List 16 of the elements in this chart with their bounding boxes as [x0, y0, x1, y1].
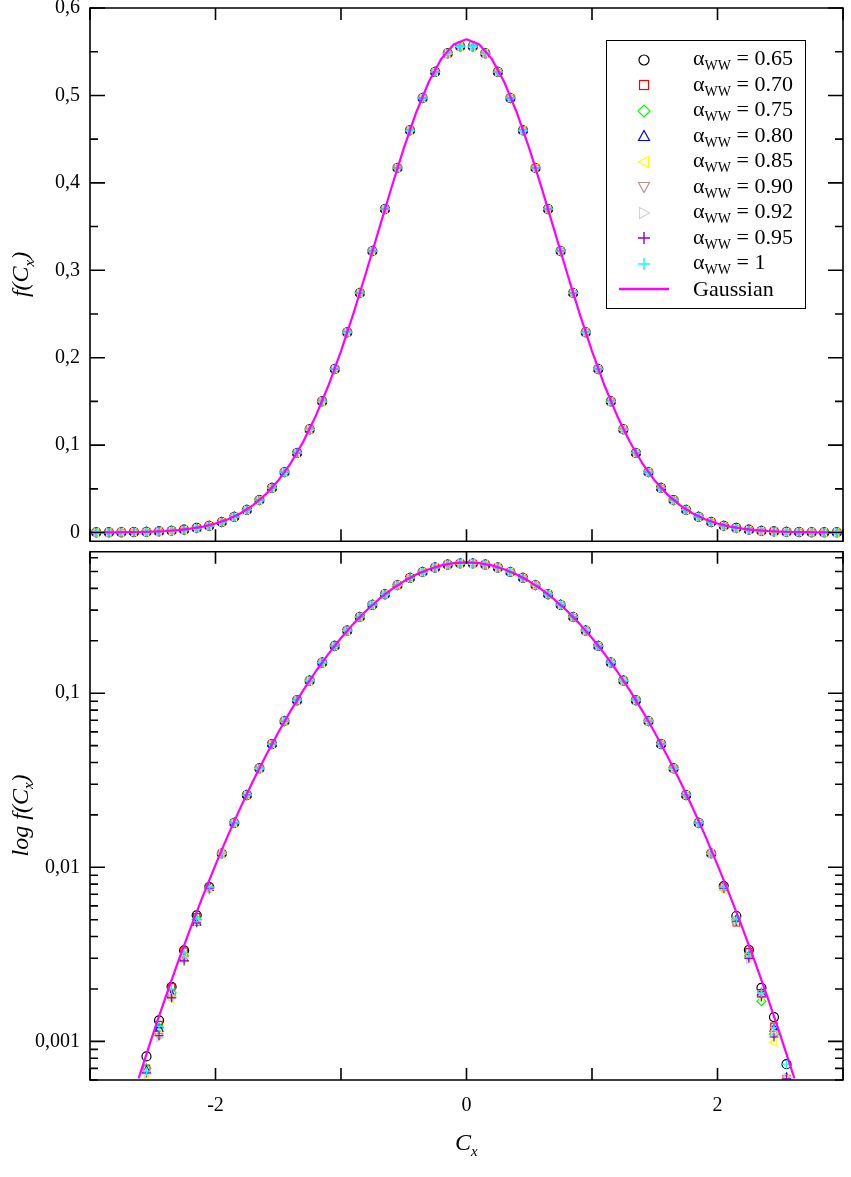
- y-tick-label: 0,2: [55, 344, 80, 367]
- x-tick-label: 0: [461, 1093, 472, 1116]
- y-tick-label: 0,3: [55, 257, 80, 280]
- y-tick-label: 0,5: [55, 82, 80, 105]
- y-tick-label: 0,1: [55, 680, 80, 703]
- y-tick-label: 0: [70, 519, 80, 542]
- y-tick-label: 0,4: [55, 170, 80, 193]
- y-tick-label: 0,01: [45, 854, 80, 877]
- x-tick-label: -2: [207, 1093, 224, 1116]
- y-tick-label: 0,1: [55, 432, 80, 455]
- legend-label: α$_{WW}$ = 1: [693, 249, 766, 278]
- y-tick-label: 0,001: [35, 1028, 80, 1051]
- y-tick-label: 0,6: [55, 0, 80, 18]
- x-tick-label: 2: [712, 1093, 723, 1116]
- legend-label: Gaussian: [693, 276, 774, 303]
- x-axis-title: C$_{x}$: [455, 1129, 478, 1160]
